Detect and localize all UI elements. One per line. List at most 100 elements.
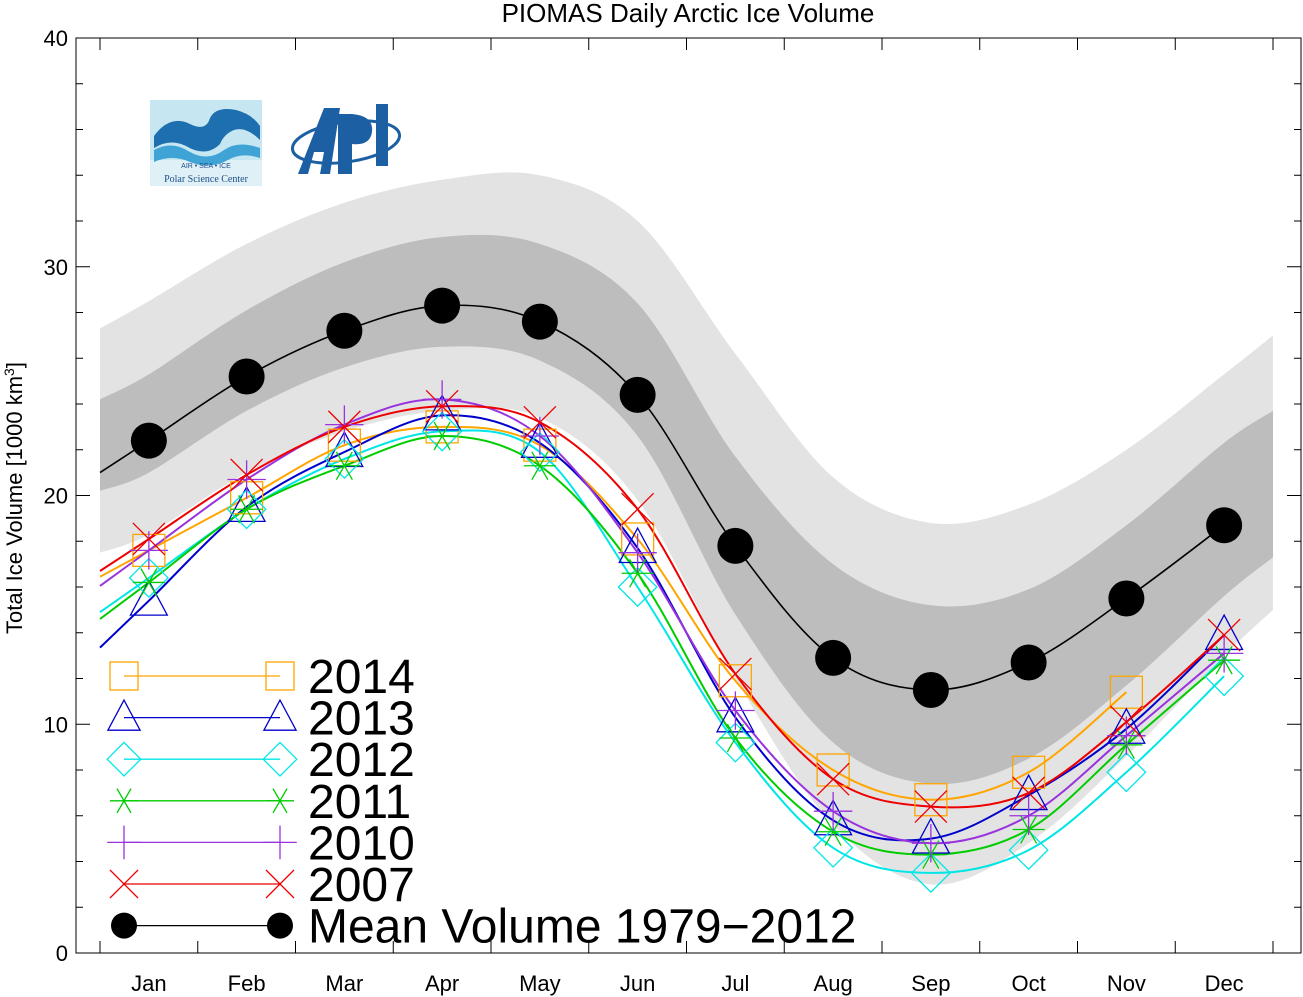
data-point-marker bbox=[110, 788, 138, 814]
y-axis-label-main: Total Ice Volume [1000 km bbox=[2, 376, 27, 634]
data-point-marker bbox=[1011, 755, 1046, 789]
data-point-marker bbox=[267, 912, 293, 939]
data-point-marker bbox=[914, 783, 948, 817]
x-tick-label: Jan bbox=[131, 971, 166, 996]
series-line bbox=[99, 429, 1225, 874]
data-point-marker bbox=[621, 492, 655, 526]
x-tick-label: May bbox=[519, 971, 561, 996]
y-axis-label-end: ] bbox=[2, 362, 27, 368]
data-point-marker bbox=[106, 741, 142, 777]
data-point-marker bbox=[816, 753, 850, 787]
data-point-marker bbox=[1207, 618, 1241, 652]
data-point-marker bbox=[228, 358, 265, 395]
data-point-marker bbox=[914, 790, 948, 824]
apl-logo-icon bbox=[290, 104, 402, 174]
data-point-marker bbox=[226, 489, 267, 530]
data-point-marker bbox=[520, 416, 560, 456]
data-point-marker bbox=[816, 762, 850, 796]
legend-label: 2012 bbox=[308, 734, 415, 787]
x-tick-labels: Jan Feb Mar Apr May Jun Jul Aug Sep Oct Nov Dec bbox=[131, 971, 1244, 996]
data-point-marker bbox=[715, 722, 756, 763]
data-point-marker bbox=[130, 422, 167, 459]
data-point-marker bbox=[519, 431, 560, 473]
data-point-marker bbox=[1012, 776, 1046, 810]
data-point-marker bbox=[1008, 829, 1049, 871]
data-point-marker bbox=[265, 869, 295, 899]
wave-logo-icon: AIR • SEA • ICE Polar Science Center bbox=[150, 100, 262, 186]
data-point-marker bbox=[230, 458, 264, 492]
data-point-marker bbox=[617, 566, 658, 608]
data-point-marker bbox=[1204, 656, 1245, 697]
polar-science-center-logo: AIR • SEA • ICE Polar Science Center bbox=[150, 100, 262, 186]
data-point-marker bbox=[263, 825, 297, 860]
data-point-marker bbox=[422, 380, 462, 419]
data-point-marker bbox=[813, 791, 853, 831]
data-point-marker bbox=[1108, 580, 1145, 617]
data-point-marker bbox=[111, 912, 137, 939]
data-point-marker bbox=[129, 531, 169, 570]
legend-label: 2014 bbox=[308, 651, 415, 704]
data-point-marker bbox=[230, 494, 263, 524]
band-inner bbox=[100, 234, 1273, 785]
data-point-marker bbox=[262, 698, 298, 731]
x-tick-label: Oct bbox=[1012, 971, 1046, 996]
data-point-marker bbox=[129, 579, 169, 616]
data-point-marker bbox=[716, 691, 755, 730]
psc-name: Polar Science Center bbox=[164, 174, 249, 185]
apl-logo bbox=[288, 100, 404, 184]
x-tick-label: Aug bbox=[814, 971, 853, 996]
x-tick-label: Feb bbox=[228, 971, 266, 996]
data-point-marker bbox=[325, 405, 364, 444]
data-point-marker bbox=[132, 522, 166, 556]
x-tick-label: Apr bbox=[425, 971, 459, 996]
data-point-marker bbox=[719, 723, 752, 753]
data-point-marker bbox=[422, 394, 462, 431]
data-point-marker bbox=[1109, 705, 1143, 739]
data-point-marker bbox=[262, 741, 298, 777]
data-point-marker bbox=[424, 287, 461, 324]
data-point-marker bbox=[109, 661, 139, 691]
data-point-marker bbox=[109, 869, 139, 899]
legend-label: Mean Volume 1979−2012 bbox=[308, 901, 856, 954]
x-tick-label: Nov bbox=[1107, 971, 1146, 996]
legend-label: 2013 bbox=[308, 693, 415, 746]
std-bands bbox=[100, 172, 1273, 885]
data-point-marker bbox=[266, 788, 294, 814]
data-point-marker bbox=[106, 698, 142, 731]
data-point-marker bbox=[911, 824, 951, 863]
data-point-marker bbox=[1010, 644, 1047, 681]
data-point-marker bbox=[128, 557, 169, 598]
y-tick-label: 40 bbox=[44, 26, 68, 51]
y-tick-label: 30 bbox=[44, 255, 68, 280]
data-point-marker bbox=[912, 671, 949, 708]
data-point-marker bbox=[227, 485, 267, 522]
data-point-marker bbox=[265, 661, 295, 691]
data-point-marker bbox=[718, 657, 752, 691]
psc-tagline: AIR • SEA • ICE bbox=[181, 163, 231, 170]
data-point-marker bbox=[521, 303, 558, 340]
data-point-marker bbox=[324, 438, 365, 480]
data-point-marker bbox=[817, 817, 850, 847]
data-point-marker bbox=[328, 451, 361, 481]
data-point-marker bbox=[426, 421, 459, 451]
chart-title: PIOMAS Daily Arctic Ice Volume bbox=[502, 0, 875, 28]
data-point-marker bbox=[619, 376, 656, 413]
series-line bbox=[99, 398, 1225, 845]
data-point-marker bbox=[425, 389, 459, 423]
y-axis-label: Total Ice Volume [1000 km3] bbox=[1, 362, 27, 634]
axis-ticks bbox=[76, 37, 1301, 954]
data-point-marker bbox=[715, 696, 755, 733]
data-point-marker bbox=[326, 312, 363, 349]
data-point-marker bbox=[523, 451, 556, 481]
legend-label: 2011 bbox=[308, 776, 411, 829]
data-point-marker bbox=[1107, 716, 1146, 755]
data-point-marker bbox=[1009, 796, 1048, 835]
y-axis-label-superscript: 3 bbox=[1, 368, 17, 376]
y-tick-label: 0 bbox=[56, 941, 68, 966]
data-point-marker bbox=[107, 825, 141, 860]
data-point-marker bbox=[1106, 752, 1147, 793]
y-tick-label: 10 bbox=[44, 712, 68, 737]
data-point-marker bbox=[717, 527, 754, 564]
x-tick-label: Jul bbox=[721, 971, 749, 996]
